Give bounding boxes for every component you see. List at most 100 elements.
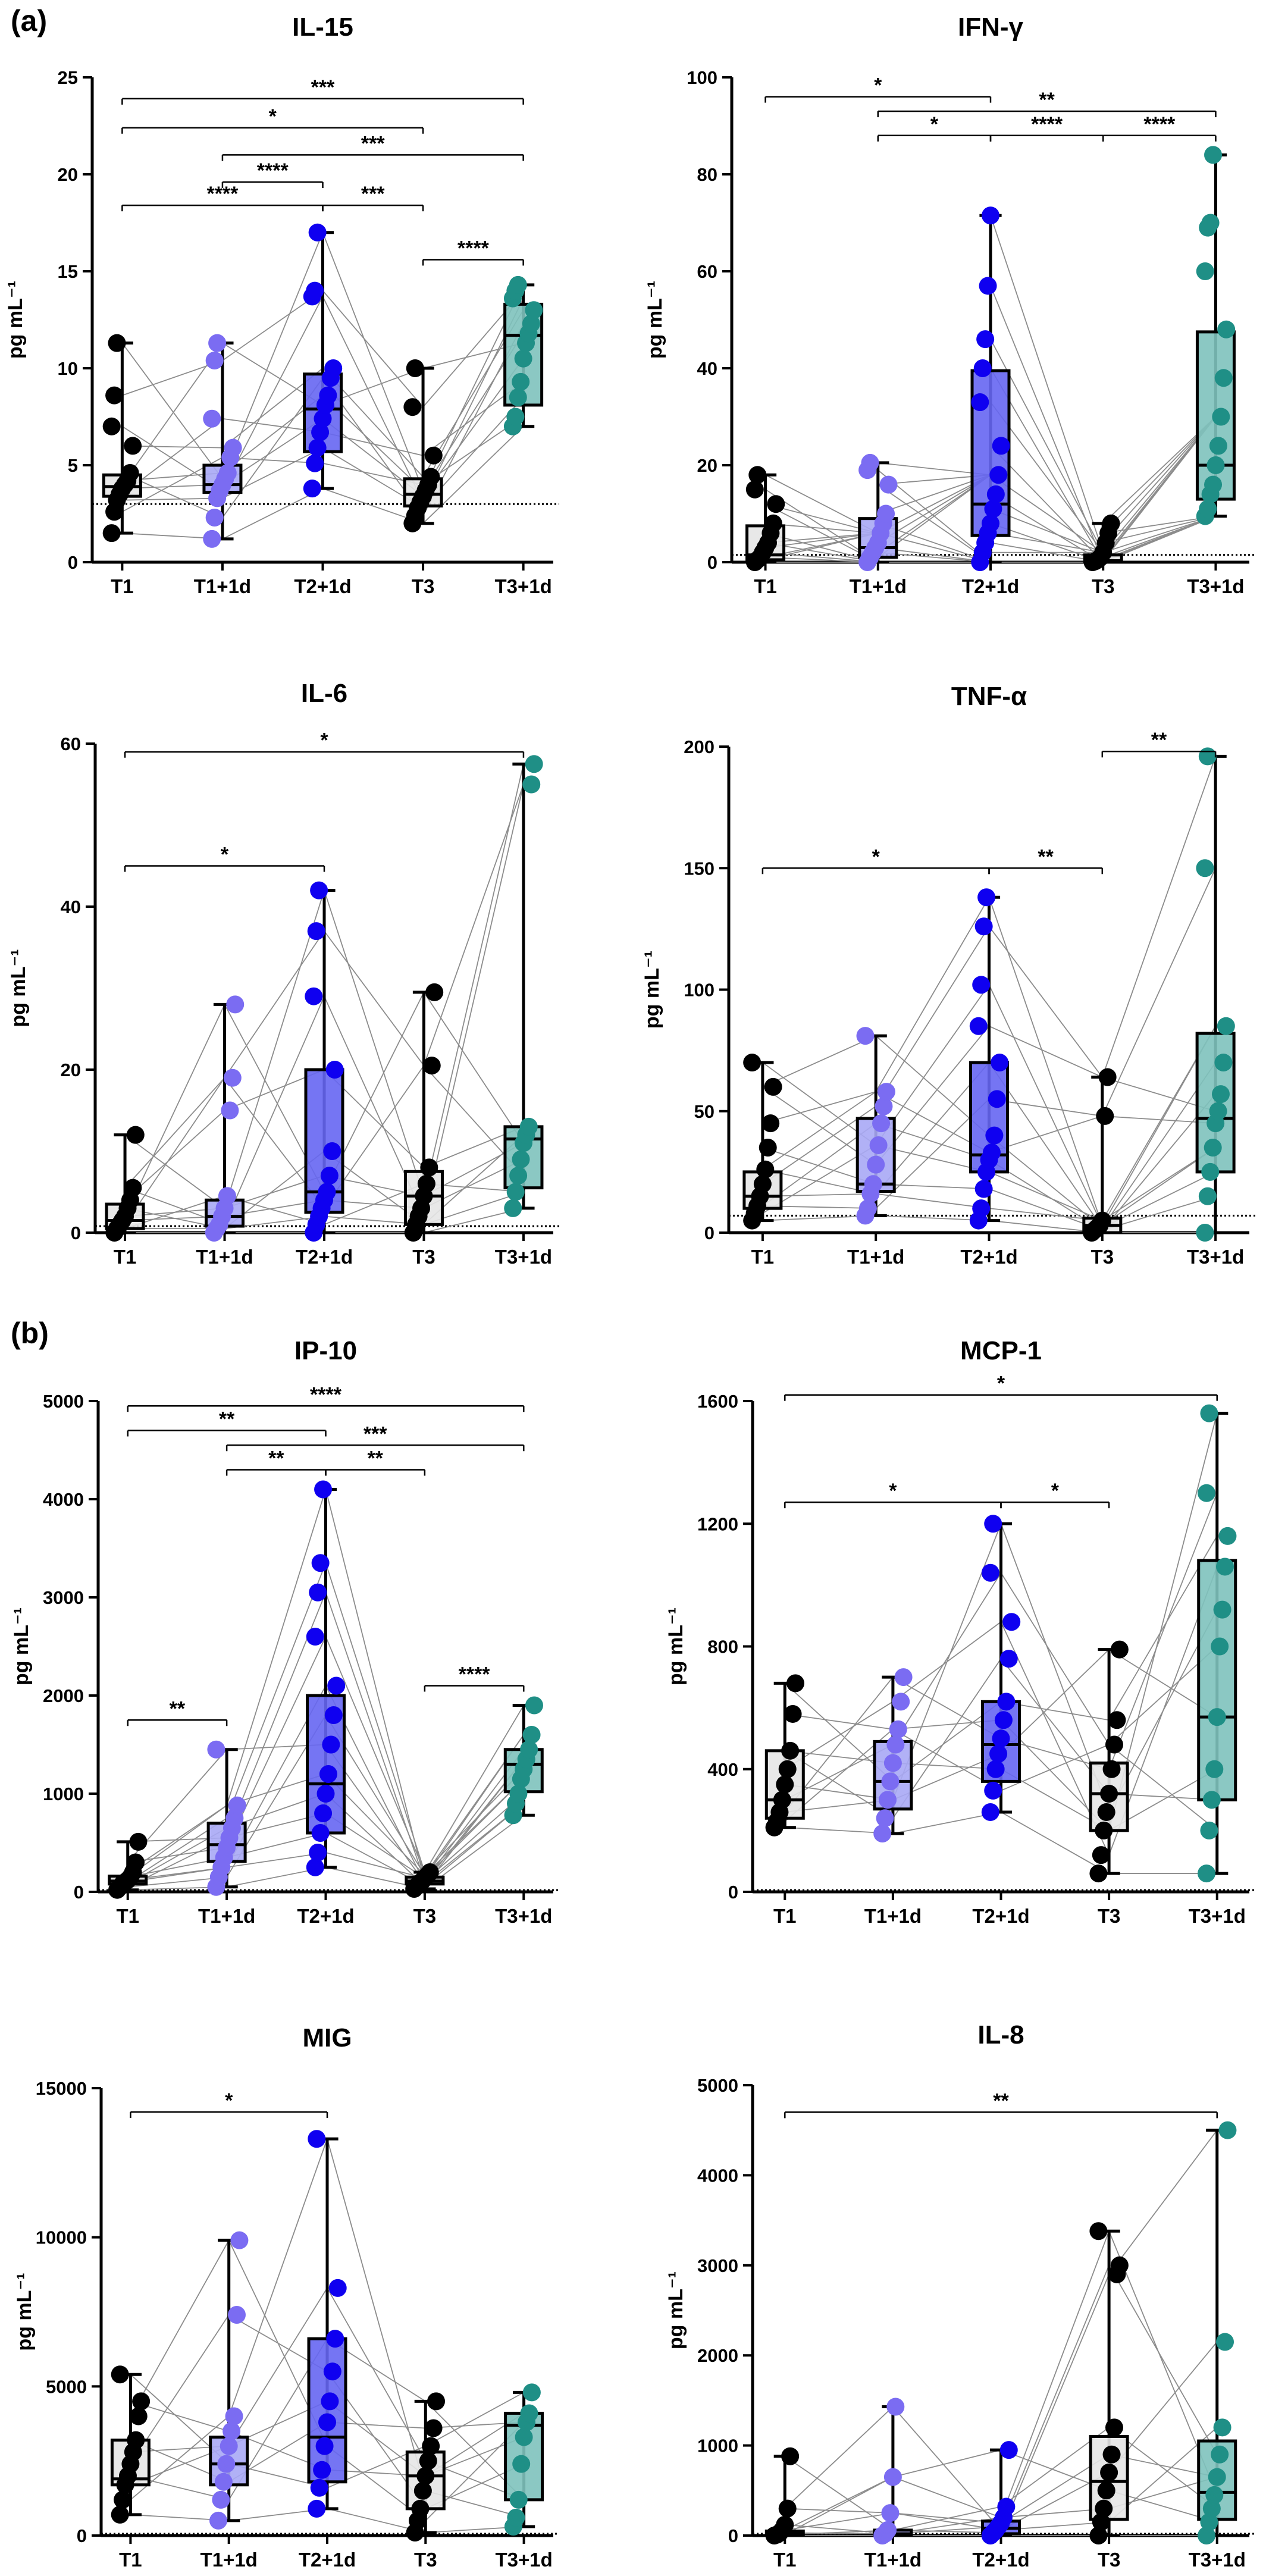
pair-line bbox=[762, 1035, 876, 1088]
y-tick-label: 1000 bbox=[697, 2436, 738, 2456]
data-point bbox=[514, 349, 532, 368]
x-tick-label: T2+1d bbox=[960, 1246, 1017, 1268]
data-point bbox=[525, 301, 543, 319]
data-point bbox=[217, 2455, 236, 2473]
data-point bbox=[111, 2505, 129, 2524]
data-point bbox=[314, 1804, 333, 1822]
significance-label: ** bbox=[170, 1697, 186, 1720]
significance-bracket: **** bbox=[989, 113, 1104, 142]
data-point bbox=[1095, 2499, 1113, 2518]
data-point bbox=[413, 2481, 432, 2500]
data-point bbox=[1198, 1864, 1216, 1883]
data-point bbox=[315, 2437, 334, 2455]
box-T3+1d bbox=[504, 2383, 544, 2536]
pair-line bbox=[325, 1489, 425, 1882]
y-tick-label: 20 bbox=[61, 1060, 81, 1080]
x-tick-label: T3 bbox=[1091, 1246, 1114, 1268]
data-point bbox=[323, 1142, 341, 1160]
box-T3+1d bbox=[503, 275, 544, 435]
pair-line bbox=[122, 497, 223, 501]
data-point bbox=[114, 2490, 132, 2509]
y-tick-label: 1600 bbox=[697, 1391, 738, 1412]
data-point bbox=[506, 408, 525, 426]
data-point bbox=[984, 1781, 1002, 1800]
data-point bbox=[988, 1090, 1006, 1108]
pair-line bbox=[1001, 1744, 1110, 1791]
significance-label: * bbox=[874, 74, 882, 97]
data-point bbox=[1217, 1017, 1235, 1035]
data-point bbox=[127, 2431, 145, 2449]
data-point bbox=[753, 1175, 772, 1193]
x-tick-label: T1+1d bbox=[200, 2549, 258, 2571]
pair-line bbox=[226, 1562, 327, 1819]
pair-line bbox=[1103, 515, 1216, 544]
chart-0: IL-15 pg mL⁻¹ 0 5 10 15 20 25 T1 T1+1d T2+1d T3 T3+1… bbox=[4, 12, 559, 597]
data-point bbox=[421, 1863, 439, 1881]
significance-bracket: ** bbox=[325, 1447, 426, 1476]
pair-line bbox=[124, 1110, 225, 1201]
data-point bbox=[306, 1628, 324, 1646]
significance-bracket: ** bbox=[127, 1408, 327, 1437]
panel-label-a: (a) bbox=[11, 4, 48, 37]
data-point bbox=[981, 1803, 999, 1821]
box-iqr bbox=[307, 2337, 347, 2484]
data-point bbox=[403, 398, 422, 416]
pair-line bbox=[1000, 1572, 1110, 1745]
pair-line bbox=[988, 926, 1103, 1078]
data-point bbox=[311, 1554, 330, 1572]
significance-bracket: ** bbox=[225, 1447, 327, 1476]
y-tick-label: 100 bbox=[684, 980, 715, 1001]
data-point bbox=[406, 359, 424, 377]
y-tick-label: 800 bbox=[707, 1637, 738, 1657]
data-point bbox=[759, 1139, 777, 1157]
significance-bracket: **** bbox=[121, 183, 324, 212]
pair-line bbox=[222, 232, 324, 480]
data-point bbox=[422, 1057, 441, 1075]
pair-line bbox=[1001, 1812, 1110, 1874]
data-point bbox=[509, 1785, 528, 1803]
data-point bbox=[1208, 2468, 1226, 2486]
data-point bbox=[321, 2392, 339, 2411]
data-point bbox=[417, 1174, 435, 1193]
x-tick-label: T1 bbox=[116, 1905, 139, 1927]
significance-bracket: ** bbox=[1101, 729, 1217, 758]
pair-line bbox=[423, 992, 524, 1143]
data-point bbox=[997, 1693, 1016, 1711]
pair-line bbox=[988, 984, 1103, 1226]
data-point bbox=[307, 922, 325, 941]
pair-line bbox=[127, 1805, 227, 1878]
data-point bbox=[319, 386, 337, 405]
data-point bbox=[977, 888, 996, 907]
data-point bbox=[984, 500, 1002, 518]
data-point bbox=[1002, 1613, 1021, 1631]
significance-label: * bbox=[872, 845, 880, 868]
significance-bracket: * bbox=[784, 1480, 1002, 1509]
data-point bbox=[208, 334, 227, 352]
pair-line bbox=[228, 2138, 328, 2417]
data-point bbox=[520, 2404, 538, 2423]
chart-1: IFN-γ pg mL⁻¹ 0 20 40 60 80 100 T1 T1+1d T2+1d T3 T3… bbox=[644, 12, 1255, 597]
data-point bbox=[313, 2461, 331, 2479]
pair-line bbox=[130, 2240, 230, 2417]
significance-label: **** bbox=[257, 159, 289, 182]
data-point bbox=[507, 2508, 525, 2527]
pair-line bbox=[785, 2512, 894, 2531]
data-point bbox=[228, 1796, 246, 1815]
box-T1 bbox=[108, 1832, 148, 1899]
x-tick-label: T3 bbox=[413, 1905, 437, 1927]
box-T3+1d bbox=[503, 1696, 544, 1825]
data-point bbox=[1209, 1102, 1227, 1120]
box-T3 bbox=[1083, 514, 1123, 571]
significance-bracket: ** bbox=[784, 2089, 1218, 2119]
data-point bbox=[1110, 2256, 1129, 2274]
data-point bbox=[879, 475, 898, 494]
pair-line bbox=[1108, 2130, 1218, 2275]
y-tick-label: 5000 bbox=[46, 2376, 87, 2397]
y-tick-label: 10 bbox=[58, 358, 78, 379]
pair-line bbox=[324, 930, 425, 1066]
y-tick-label: 2000 bbox=[697, 2345, 738, 2366]
data-point bbox=[504, 1199, 522, 1217]
pair-line bbox=[121, 343, 223, 480]
data-point bbox=[422, 468, 440, 486]
data-point bbox=[756, 1160, 775, 1179]
